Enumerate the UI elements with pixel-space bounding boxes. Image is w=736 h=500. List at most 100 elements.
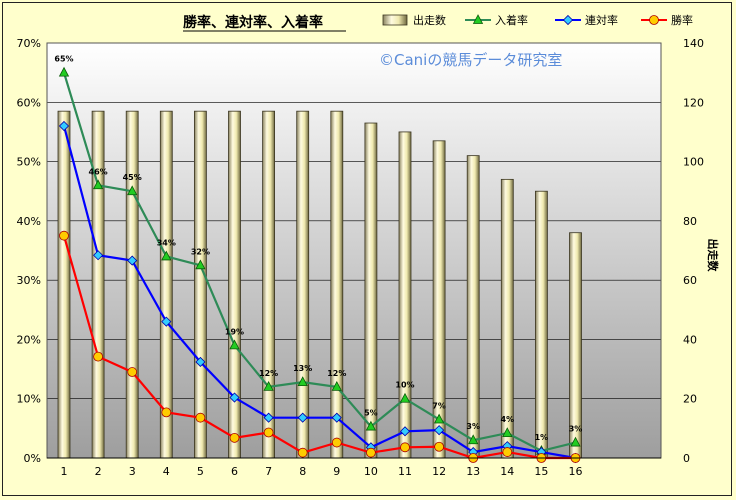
y-left-tick-label: 0%	[24, 452, 41, 465]
data-label: 1%	[535, 433, 549, 442]
x-tick-label: 5	[197, 465, 204, 478]
y-left-tick-label: 70%	[17, 37, 41, 50]
y-right-tick-label: 100	[683, 156, 704, 169]
series-line	[62, 125, 576, 460]
x-tick-label: 12	[432, 465, 446, 478]
plot-area	[47, 43, 661, 458]
x-tick-label: 9	[333, 465, 340, 478]
triangle-marker	[433, 413, 445, 424]
triangle-marker	[195, 259, 206, 270]
copyright-text: ©Caniの競馬データ研究室	[379, 51, 562, 69]
bar	[330, 110, 344, 459]
circle-marker	[365, 447, 376, 458]
bar	[466, 155, 480, 459]
triangle-marker	[229, 339, 240, 350]
circle-marker	[263, 427, 274, 438]
data-label: 45%	[123, 173, 142, 182]
legend-triangle-marker	[472, 14, 484, 24]
triangle-marker	[127, 185, 138, 196]
legend-label: 入着率	[495, 13, 528, 27]
triangle-marker	[570, 436, 581, 447]
y-right-tick-label: 80	[683, 215, 697, 228]
bar	[262, 110, 276, 459]
diamond-marker	[127, 255, 138, 266]
chart-title: 勝率、連対率、入着率	[183, 14, 323, 31]
circle-marker	[59, 230, 69, 241]
x-tick-label: 14	[500, 465, 514, 478]
x-tick-label: 4	[163, 465, 170, 478]
diamond-marker	[93, 250, 104, 261]
x-tick-label: 2	[95, 465, 102, 478]
chart-svg: 65%46%45%34%32%19%12%13%12%5%10%7%3%4%1%…	[17, 13, 720, 478]
circle-marker	[195, 412, 206, 423]
x-tick-label: 1	[61, 465, 68, 478]
y-left-tick-label: 20%	[17, 333, 41, 346]
chart-frame: 65% 46% 45% 34% 32% 19% 12% 13% 12% 5% 10% 7% 3% 4% 1%…	[2, 2, 732, 496]
x-tick-label: 11	[398, 465, 412, 478]
bar	[296, 110, 310, 459]
series-line	[62, 235, 576, 460]
bar	[228, 110, 241, 459]
y-left-tick-label: 50%	[17, 156, 41, 169]
x-tick-label: 8	[299, 465, 306, 478]
triangle-marker	[92, 179, 104, 190]
diamond-marker	[229, 392, 240, 403]
triangle-marker	[161, 250, 172, 261]
y-right-tick-label: 60	[683, 274, 697, 287]
data-label: 32%	[191, 247, 210, 256]
diamond-marker	[263, 412, 274, 423]
legend: 出走数 入着率 連対率 勝率	[382, 13, 693, 27]
triangle-marker	[399, 392, 411, 403]
bar	[91, 110, 105, 459]
bar	[125, 110, 139, 459]
legend-label: 連対率	[585, 13, 618, 27]
diamond-marker	[399, 426, 411, 437]
circle-marker	[434, 441, 445, 452]
data-label: 5%	[364, 409, 378, 418]
triangle-marker	[365, 420, 377, 431]
bar	[535, 190, 548, 459]
triangle-marker	[263, 381, 274, 391]
series-line	[62, 72, 576, 453]
triangle-marker	[502, 427, 513, 438]
line-series	[58, 66, 581, 464]
legend-swatch-bar	[382, 14, 408, 26]
data-label: 12%	[259, 369, 278, 378]
y-right-tick-label: 0	[683, 452, 690, 465]
diamond-marker	[434, 425, 445, 436]
circle-marker	[127, 367, 138, 377]
triangle-marker	[58, 66, 70, 77]
y-right-tick-label: 20	[683, 393, 697, 406]
triangle-marker	[468, 434, 479, 445]
axes: 0%10%20%30%40%50%60%70%02040608010012014…	[17, 37, 704, 478]
x-tick-label: 15	[534, 465, 548, 478]
x-tick-label: 10	[364, 465, 378, 478]
y-left-tick-label: 30%	[17, 274, 41, 287]
x-tick-label: 3	[129, 465, 136, 478]
legend-circle-marker	[649, 15, 659, 25]
data-label: 34%	[157, 238, 176, 247]
y-left-tick-label: 10%	[17, 393, 41, 406]
x-tick-label: 16	[569, 465, 583, 478]
data-labels: 65% 46% 45% 34% 32% 19% 12% 13% 12% 5% 10% 7% 3% 4% 1%…	[54, 55, 582, 442]
legend-label: 勝率	[671, 13, 693, 27]
diamond-marker	[297, 412, 308, 423]
y-left-tick-label: 60%	[17, 96, 41, 109]
x-tick-label: 7	[265, 465, 272, 478]
circle-marker	[400, 442, 410, 453]
right-axis-title: 出走数	[706, 239, 720, 273]
data-label: 46%	[89, 167, 108, 176]
bar	[398, 131, 412, 459]
legend-diamond-marker	[562, 14, 574, 26]
y-right-tick-label: 120	[683, 96, 704, 109]
bar	[57, 110, 71, 459]
data-label: 3%	[466, 422, 480, 431]
circle-marker	[331, 437, 342, 448]
circle-marker	[297, 447, 308, 458]
x-tick-label: 6	[231, 465, 238, 478]
diamond-marker	[331, 412, 342, 423]
triangle-marker	[297, 376, 308, 387]
data-label: 4%	[501, 415, 515, 424]
y-right-tick-label: 140	[683, 37, 704, 50]
circle-marker	[161, 407, 172, 418]
